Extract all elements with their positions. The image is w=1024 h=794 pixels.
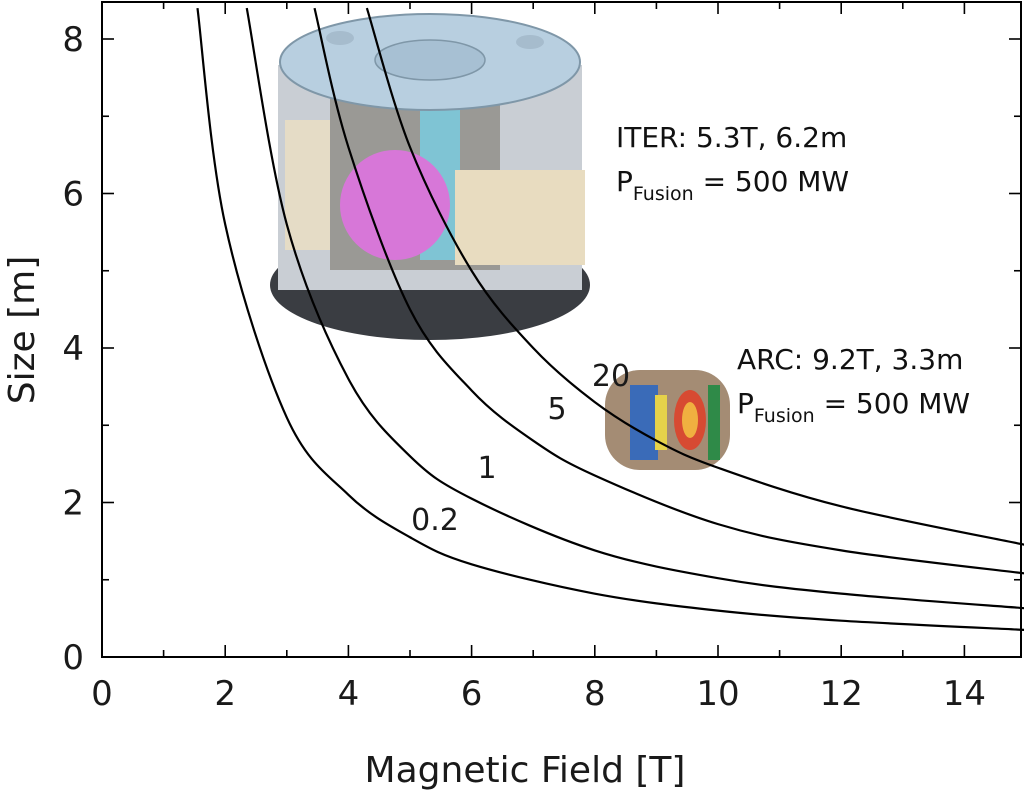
series-label: 20 <box>592 359 630 394</box>
y-axis-title: Size [m] <box>2 256 43 405</box>
y-tick-labels: 0 2 4 6 8 <box>62 20 84 678</box>
series-label: 1 <box>477 451 496 486</box>
iter-tokamak-illustration <box>270 13 590 340</box>
x-tick-labels: 0 2 4 6 8 10 12 14 <box>91 674 986 714</box>
series-label: 0.2 <box>411 503 459 538</box>
x-tick-label: 10 <box>696 674 739 714</box>
plot-frame <box>101 1 1022 658</box>
arc-tokamak-illustration <box>605 370 730 470</box>
annotation-iter-power: PFusion = 500 MW <box>616 165 849 205</box>
annotation-arc: ARC: 9.2T, 3.3m PFusion = 500 MW <box>737 343 970 427</box>
x-tick-label: 8 <box>584 674 606 714</box>
series-label: 5 <box>547 392 566 427</box>
annotation-iter: ITER: 5.3T, 6.2m PFusion = 500 MW <box>616 121 849 205</box>
curves <box>196 7 1024 631</box>
annotation-arc-title: ARC: 9.2T, 3.3m <box>737 343 963 376</box>
x-axis-title: Magnetic Field [T] <box>365 750 686 791</box>
x-tick-label: 0 <box>91 674 113 714</box>
y-tick-label: 2 <box>62 484 84 524</box>
curve-labels: 0.2 1 5 20 <box>411 359 630 538</box>
y-tick-label: 8 <box>62 20 84 60</box>
x-tick-label: 6 <box>461 674 483 714</box>
y-tick-label: 4 <box>62 329 84 369</box>
series-line <box>365 7 1024 546</box>
series-line <box>196 7 1024 631</box>
ticks <box>101 2 1021 658</box>
x-tick-label: 2 <box>214 674 236 714</box>
series-line <box>313 7 1024 575</box>
x-tick-label: 14 <box>943 674 986 714</box>
x-tick-label: 4 <box>338 674 360 714</box>
annotation-iter-title: ITER: 5.3T, 6.2m <box>616 121 847 154</box>
y-tick-label: 0 <box>62 638 84 678</box>
x-tick-label: 12 <box>820 674 863 714</box>
y-tick-label: 6 <box>62 175 84 215</box>
annotation-arc-power: PFusion = 500 MW <box>737 387 970 427</box>
series-line <box>245 7 1024 610</box>
